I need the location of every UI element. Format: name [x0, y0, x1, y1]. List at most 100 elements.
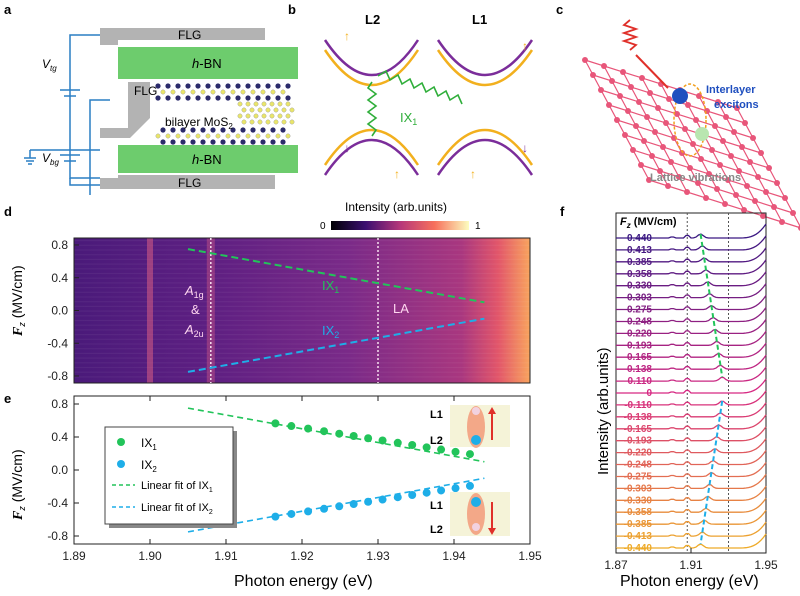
spectrum-line — [616, 366, 767, 382]
mo-atom — [285, 95, 291, 101]
panel-label-f: f — [560, 204, 565, 219]
f-spectra — [616, 223, 767, 549]
lattice-atom — [766, 165, 772, 171]
mo-atom — [165, 95, 171, 101]
lattice-atom — [644, 114, 650, 120]
interlayer-label-line1: Interlayer — [706, 84, 756, 96]
s-atom — [257, 119, 263, 125]
flg-top-label: FLG — [178, 28, 201, 42]
s-atom — [281, 119, 287, 125]
lattice-atom — [582, 57, 588, 63]
lattice-atom — [630, 147, 636, 153]
mo-atom — [215, 95, 221, 101]
data-point — [349, 499, 358, 508]
mo-atom — [255, 83, 261, 89]
mo-atom — [220, 127, 226, 133]
s-atom — [160, 89, 166, 95]
lattice-atom — [782, 195, 788, 201]
s-atom — [261, 113, 267, 119]
mo-atom — [230, 139, 236, 145]
mo-atom — [240, 127, 246, 133]
a1g-label: A1g — [184, 283, 204, 300]
photon-wavy-line-diagonal — [377, 69, 463, 105]
ix1-label-d: IX1 — [322, 278, 339, 295]
data-point — [349, 432, 358, 441]
data-point — [287, 422, 296, 431]
heat-band — [147, 238, 153, 383]
spectrum-line — [616, 390, 767, 406]
spectrum-line — [616, 235, 767, 251]
heat-stripe — [74, 319, 530, 322]
mo-atom — [205, 95, 211, 101]
interlayer-label-line2: excitons — [714, 99, 759, 111]
e-y-tick-label: 0.0 — [51, 463, 68, 477]
data-point — [364, 434, 373, 443]
lattice-atom — [736, 168, 742, 174]
d-y-tick-label: 0.0 — [51, 304, 68, 318]
mo-atom — [180, 127, 186, 133]
mos2-lattice — [155, 83, 295, 145]
heat-stripe — [74, 366, 530, 369]
lattice-atom — [665, 183, 671, 189]
lattice-atom — [731, 129, 737, 135]
lattice-atom — [636, 99, 642, 105]
lattice-atom — [646, 177, 652, 183]
s-atom — [273, 107, 279, 113]
e-data-points — [271, 419, 474, 521]
data-point — [320, 504, 329, 513]
heat-stripe — [74, 362, 530, 364]
a2u-label: A2u — [184, 322, 204, 339]
lattice-atom — [687, 165, 693, 171]
f-x-axis-label: Photon energy (eV) — [620, 573, 759, 590]
heat-stripe — [74, 305, 530, 307]
e-y-axis-label: Fz (MV/cm) — [9, 449, 27, 521]
legend-label-fit1: Linear fit of IX1 — [141, 480, 213, 494]
heat-stripe — [74, 244, 530, 246]
lattice-atom — [723, 114, 729, 120]
heat-stripe — [74, 277, 530, 279]
field-value-label: -0.110 — [624, 400, 652, 411]
field-value-label: -0.275 — [624, 471, 653, 482]
spectrum-line — [616, 295, 767, 311]
lattice-atom — [676, 174, 682, 180]
lattice-atom — [641, 138, 647, 144]
lattice-atom — [617, 93, 623, 99]
lattice-atom — [714, 186, 720, 192]
s-atom — [185, 133, 191, 139]
spectrum-line — [616, 426, 767, 442]
mo-atom — [270, 127, 276, 133]
lattice-atom — [755, 174, 761, 180]
s-atom — [245, 133, 251, 139]
spectrum-line — [616, 509, 767, 525]
field-value-label: -0.220 — [624, 448, 653, 459]
lattice-illustration: Interlayer excitons Lattice vibrations — [582, 19, 800, 231]
lattice-atom — [790, 210, 796, 216]
field-value-label: 0.275 — [627, 305, 652, 316]
s-atom — [255, 133, 261, 139]
heat-stripe — [74, 310, 530, 312]
lattice-atom — [639, 75, 645, 81]
lattice-atom — [744, 183, 750, 189]
mo-atom — [280, 127, 286, 133]
mo-atom — [205, 83, 211, 89]
heat-stripe — [74, 254, 530, 256]
s-atom — [277, 113, 283, 119]
inset-label-l2: L2 — [430, 435, 443, 447]
s-atom — [245, 101, 251, 107]
data-point — [465, 450, 474, 459]
colorbar-max: 1 — [475, 221, 481, 232]
lattice-atom — [590, 72, 596, 78]
colorbar — [331, 221, 469, 230]
s-atom — [275, 133, 281, 139]
l2-conduction-band-a — [323, 49, 420, 87]
s-atom — [269, 101, 275, 107]
s-atom — [257, 107, 263, 113]
ix1-label: IX1 — [400, 110, 417, 127]
lattice-atom — [771, 204, 777, 210]
e-x-tick-label: 1.91 — [214, 549, 238, 563]
heat-stripe — [74, 258, 530, 260]
heat-stripe — [74, 263, 530, 265]
flg-bottom-label: FLG — [178, 176, 201, 190]
data-point — [378, 436, 387, 445]
